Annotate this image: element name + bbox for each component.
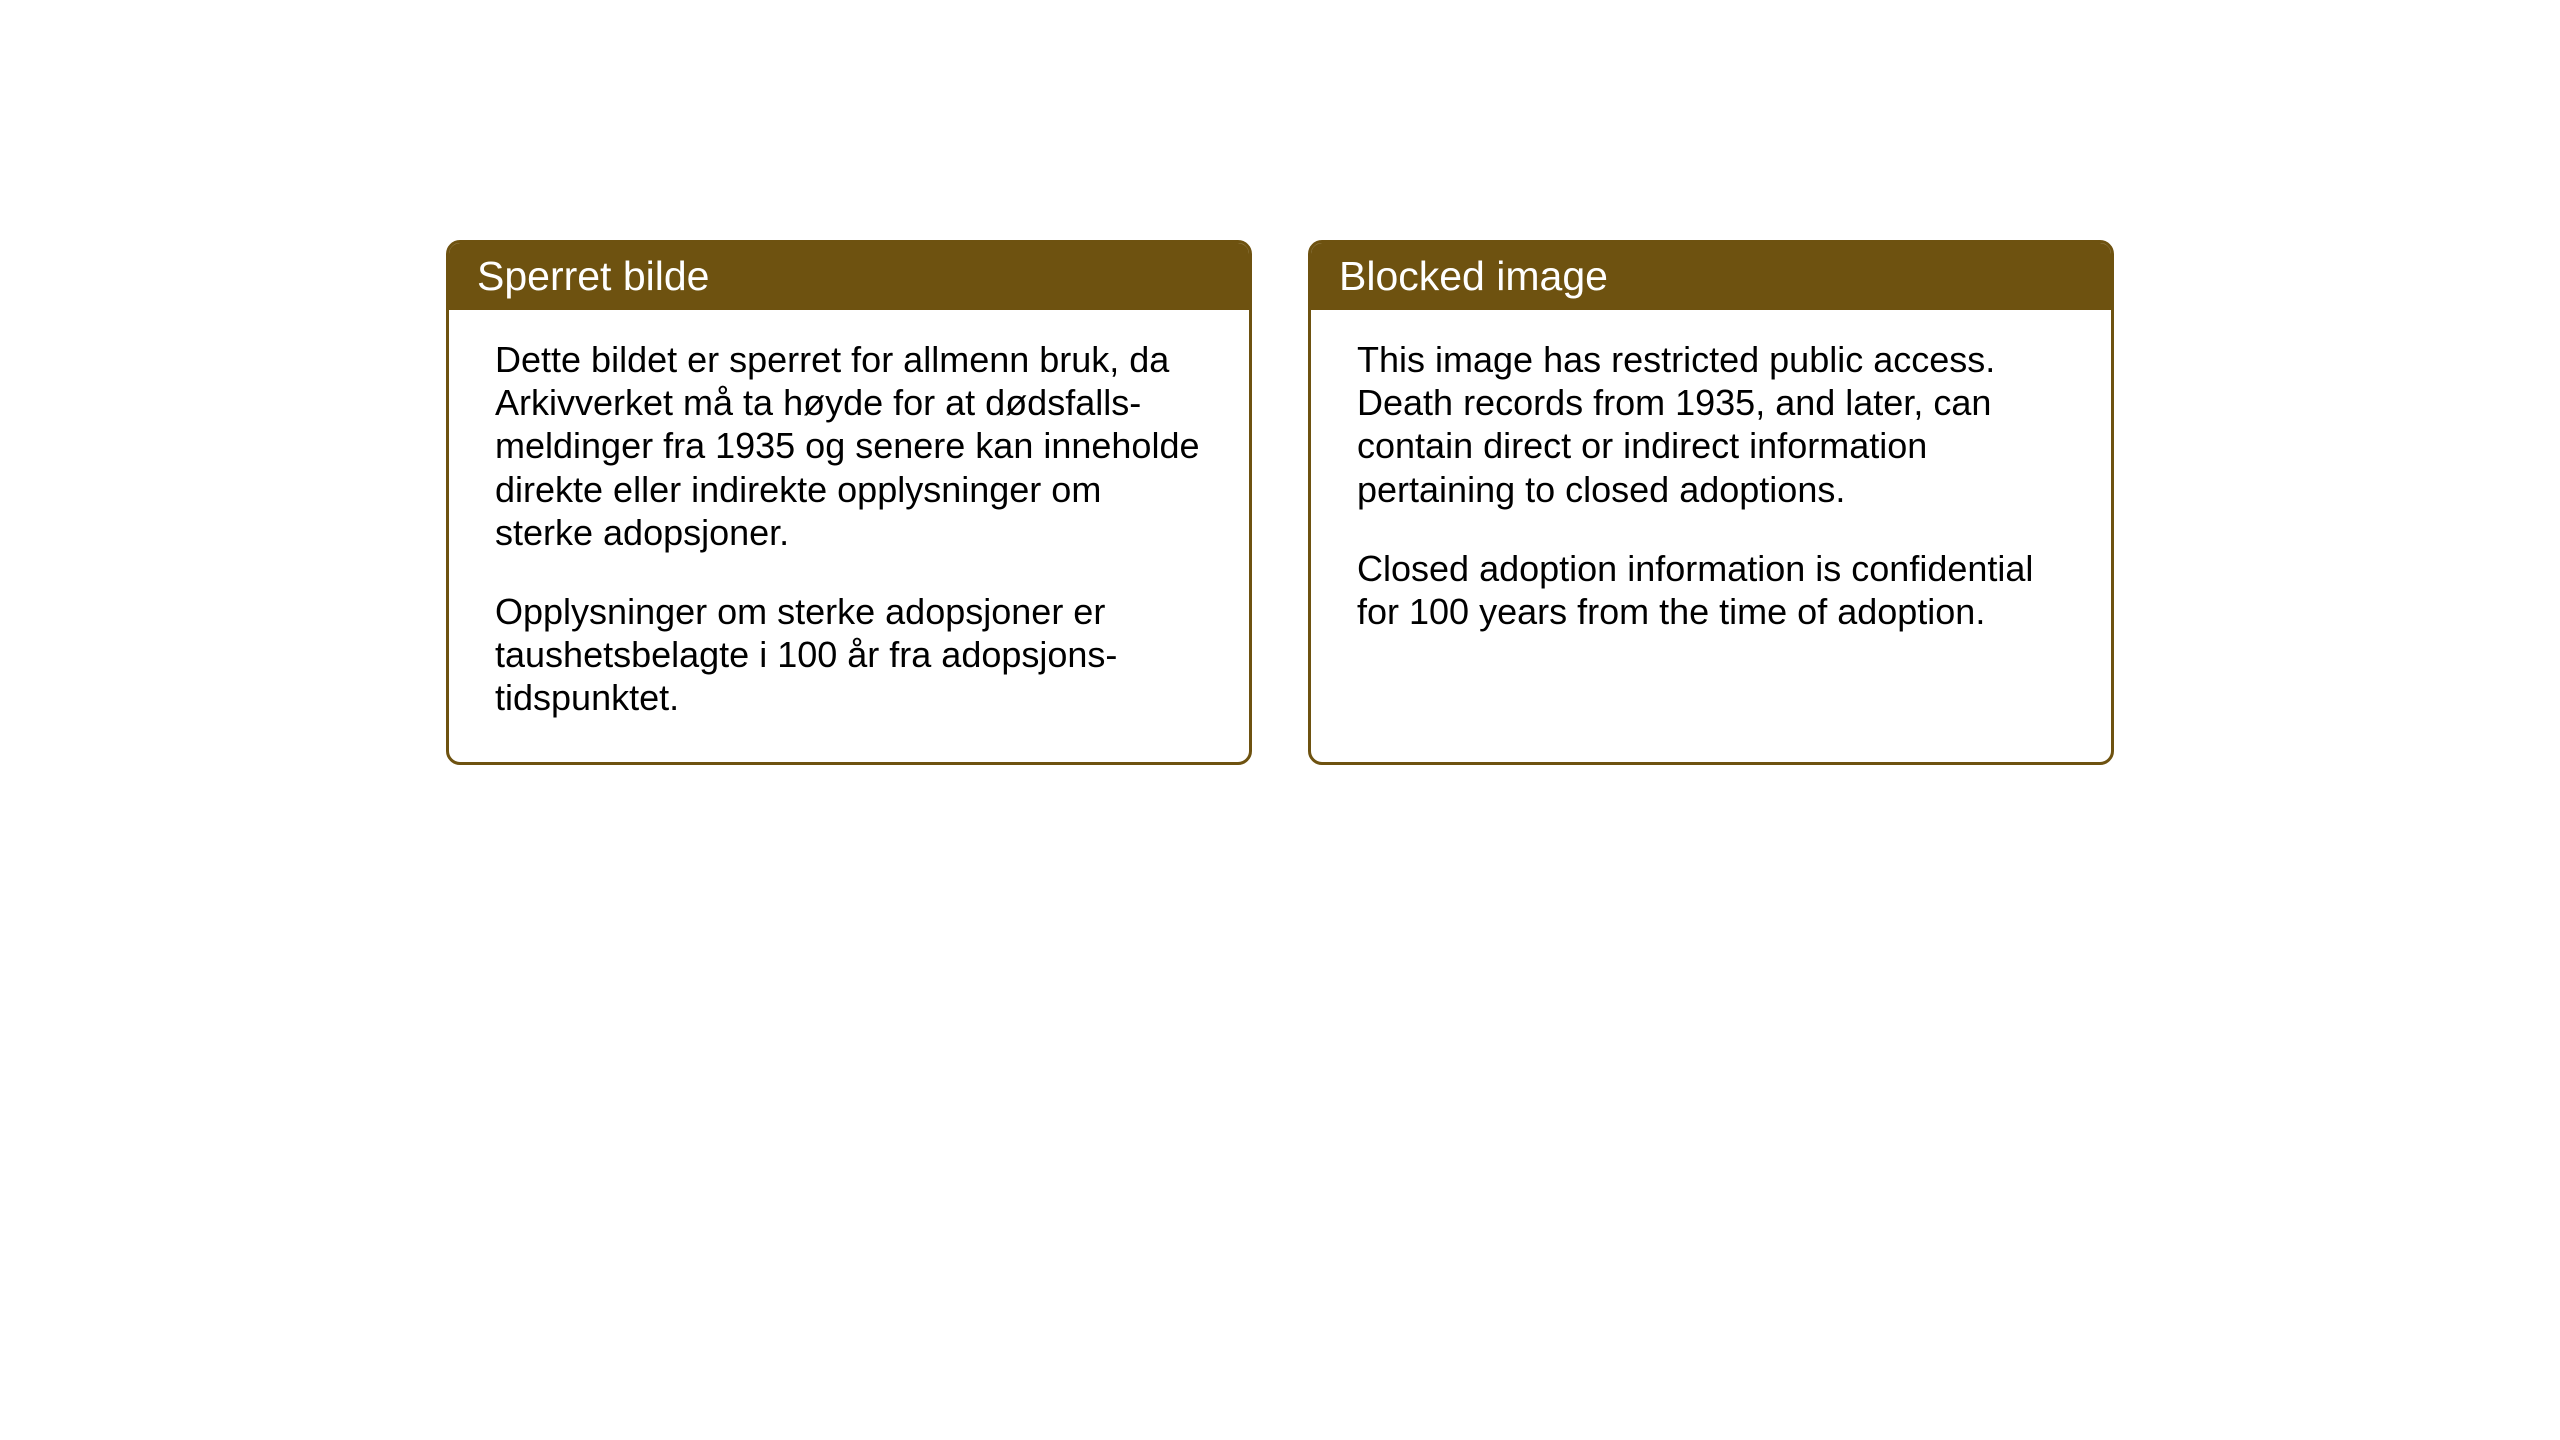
card-header-norwegian: Sperret bilde: [449, 243, 1249, 310]
card-title-english: Blocked image: [1339, 253, 1608, 299]
card-header-english: Blocked image: [1311, 243, 2111, 310]
card-paragraph-norwegian-2: Opplysninger om sterke adopsjoner er tau…: [495, 590, 1203, 720]
cards-container: Sperret bilde Dette bildet er sperret fo…: [446, 240, 2560, 765]
card-paragraph-english-2: Closed adoption information is confident…: [1357, 547, 2065, 633]
info-card-norwegian: Sperret bilde Dette bildet er sperret fo…: [446, 240, 1252, 765]
card-paragraph-english-1: This image has restricted public access.…: [1357, 338, 2065, 511]
card-body-norwegian: Dette bildet er sperret for allmenn bruk…: [449, 310, 1249, 762]
info-card-english: Blocked image This image has restricted …: [1308, 240, 2114, 765]
card-body-english: This image has restricted public access.…: [1311, 310, 2111, 730]
card-title-norwegian: Sperret bilde: [477, 253, 709, 299]
card-paragraph-norwegian-1: Dette bildet er sperret for allmenn bruk…: [495, 338, 1203, 554]
